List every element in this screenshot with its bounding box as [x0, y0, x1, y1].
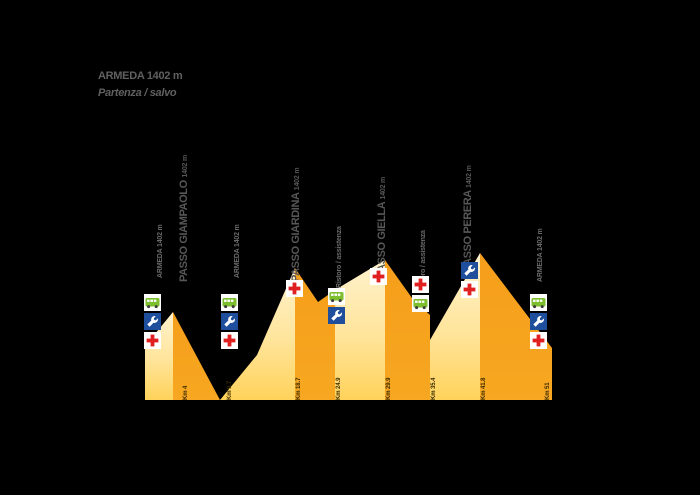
peak-name: PASSO GIAMPAOLO — [178, 180, 190, 282]
peak-name: ARMEDA — [537, 252, 544, 282]
peak-elevation: 1402 m — [537, 228, 544, 251]
feed-zone-bus-icon[interactable] — [530, 294, 547, 311]
peak-label-5: PASSO GIELLA 1402 m — [376, 177, 388, 278]
technical-assistance-wrench-icon[interactable] — [530, 313, 547, 330]
feed-zone-bus-icon[interactable] — [328, 288, 345, 305]
medical-cross-icon[interactable] — [144, 332, 161, 349]
peak-name: PASSO GIELLA — [376, 202, 388, 278]
descent-segment-4 — [480, 253, 552, 400]
peak-label-1: PASSO GIAMPAOLO 1402 m — [178, 155, 190, 282]
peak-label-7: PASSO PERERA 1402 m — [462, 165, 474, 272]
peak-elevation: 1402 m — [294, 167, 301, 191]
profile-svg — [145, 253, 552, 400]
elevation-profile-chart — [140, 150, 560, 410]
medical-cross-icon[interactable] — [221, 332, 238, 349]
descent-segment-1 — [173, 312, 220, 400]
page-title: ARMEDA 1402 m — [98, 70, 183, 82]
peak-label-0: ARMEDA 1402 m — [157, 224, 164, 278]
peak-elevation: 1402 m — [380, 176, 387, 200]
peak-name: PASSO PERERA — [462, 190, 474, 272]
peak-name: ARMEDA — [234, 248, 241, 278]
medical-cross-icon[interactable] — [370, 268, 387, 285]
peak-elevation: 1402 m — [234, 224, 241, 247]
medical-cross-icon[interactable] — [412, 276, 429, 293]
feed-zone-bus-icon[interactable] — [221, 294, 238, 311]
km-marker-6: Km 41.8 — [481, 377, 487, 400]
peak-label-2: ARMEDA 1402 m — [234, 224, 241, 278]
ascent-segment-1 — [145, 312, 173, 400]
descent-segment-2 — [295, 268, 335, 400]
km-marker-1: Km 9.7 — [227, 380, 233, 400]
peak-elevation: 1402 m — [182, 155, 189, 178]
medical-cross-icon[interactable] — [286, 280, 303, 297]
medical-cross-icon[interactable] — [530, 332, 547, 349]
peak-name: Ristoro / assistenza — [336, 226, 343, 288]
peak-elevation: 1402 m — [157, 224, 164, 247]
ascent-segment-2 — [220, 268, 295, 400]
feed-zone-bus-icon[interactable] — [144, 294, 161, 311]
km-marker-0: Km 4 — [183, 385, 189, 400]
km-marker-3: Km 24.9 — [336, 377, 342, 400]
technical-assistance-wrench-icon[interactable] — [461, 262, 478, 279]
peak-name: ARMEDA — [157, 248, 164, 278]
km-marker-4: Km 29.9 — [386, 377, 392, 400]
peak-label-4: Ristoro / assistenza — [336, 226, 343, 288]
peak-name: PASSO GIARDINA — [290, 192, 302, 282]
profile-header: ARMEDA 1402 m Partenza / salvo — [98, 70, 183, 100]
km-marker-7: Km 51 — [545, 382, 551, 400]
km-marker-2: Km 18.7 — [296, 377, 302, 400]
ascent-segment-3 — [335, 260, 385, 400]
peak-elevation: 1402 m — [466, 165, 473, 188]
feed-zone-bus-icon[interactable] — [412, 295, 429, 312]
technical-assistance-wrench-icon[interactable] — [328, 307, 345, 324]
peak-label-3: PASSO GIARDINA 1402 m — [290, 168, 302, 282]
peak-label-8: ARMEDA 1402 m — [537, 228, 544, 282]
descent-segment-3 — [385, 260, 430, 400]
technical-assistance-wrench-icon[interactable] — [144, 313, 161, 330]
medical-cross-icon[interactable] — [461, 281, 478, 298]
page-subtitle: Partenza / salvo — [98, 87, 177, 99]
technical-assistance-wrench-icon[interactable] — [221, 313, 238, 330]
km-marker-5: Km 35.4 — [431, 377, 437, 400]
